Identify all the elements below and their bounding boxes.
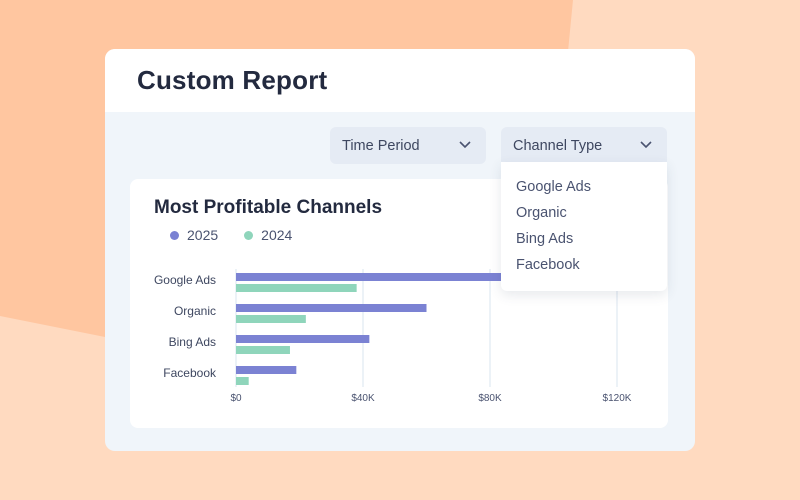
x-tick-label: $120K xyxy=(603,393,632,404)
chart-legend: 2025 2024 xyxy=(170,227,292,243)
dropdown-option-organic[interactable]: Organic xyxy=(516,205,567,221)
time-period-label: Time Period xyxy=(342,137,420,154)
y-category-label: Google Ads xyxy=(154,273,216,287)
legend-item-2024: 2024 xyxy=(244,227,292,243)
chevron-down-icon xyxy=(459,141,471,149)
dropdown-option-bing-ads[interactable]: Bing Ads xyxy=(516,231,574,247)
legend-label-2025: 2025 xyxy=(187,227,219,243)
y-category-label: Organic xyxy=(174,304,216,318)
dropdown-option-google-ads[interactable]: Google Ads xyxy=(516,179,591,195)
bar-2025-organic xyxy=(236,304,427,312)
bar-2024-google-ads xyxy=(236,284,357,292)
report-header: Custom Report xyxy=(105,49,695,112)
legend-dot-2024 xyxy=(244,230,254,240)
y-category-label: Bing Ads xyxy=(169,335,216,349)
legend-item-2025: 2025 xyxy=(170,227,218,243)
legend-dot-2025 xyxy=(170,230,179,240)
dropdown-option-facebook[interactable]: Facebook xyxy=(516,257,580,273)
bar-2024-organic xyxy=(236,315,306,323)
channel-type-dropdown-menu: Google Ads Organic Bing Ads Facebook xyxy=(501,162,667,291)
report-card: Custom Report Time Period Channel Type M… xyxy=(105,49,695,451)
chevron-down-icon xyxy=(640,141,652,149)
bar-2025-bing-ads xyxy=(236,335,370,343)
bar-2025-facebook xyxy=(236,366,297,374)
bar-2025-google-ads xyxy=(236,273,506,281)
bar-chart: $0 $40K $80K $120K Google Ads Organic Bing Ads… xyxy=(154,269,632,404)
x-tick-label: $40K xyxy=(351,393,375,404)
y-category-label: Facebook xyxy=(163,366,217,380)
legend-label-2024: 2024 xyxy=(261,227,293,243)
bar-2024-facebook xyxy=(236,377,249,385)
x-tick-label: $0 xyxy=(230,393,242,404)
time-period-select[interactable]: Time Period xyxy=(330,127,486,164)
page-title: Custom Report xyxy=(137,65,328,95)
x-tick-label: $80K xyxy=(478,393,502,404)
channel-type-select[interactable]: Channel Type xyxy=(501,127,667,164)
chart-title: Most Profitable Channels xyxy=(154,197,383,218)
channel-type-label: Channel Type xyxy=(513,137,603,154)
bar-2024-bing-ads xyxy=(236,346,290,354)
